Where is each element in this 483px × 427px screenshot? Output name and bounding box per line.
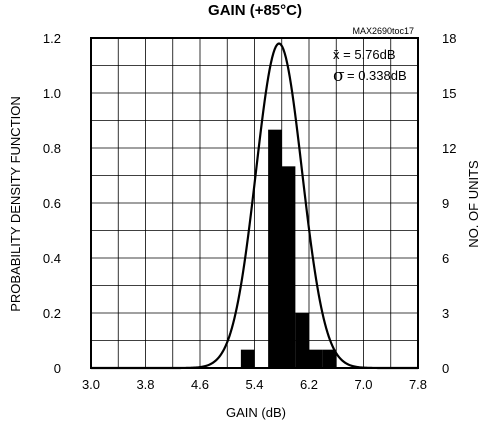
histogram-bar bbox=[322, 349, 337, 368]
x-tick-label: 3.0 bbox=[82, 377, 100, 392]
histogram-bar bbox=[268, 129, 282, 368]
left-y-tick-label: 0.6 bbox=[43, 196, 61, 211]
left-y-tick-labels: 0 0.2 0.4 0.6 0.8 1.0 1.2 bbox=[43, 31, 61, 376]
right-y-tick-label: 12 bbox=[442, 141, 456, 156]
mean-stat: x̄ = 5.76dB bbox=[333, 47, 396, 62]
left-y-tick-label: 0.4 bbox=[43, 251, 61, 266]
histogram-bars bbox=[240, 129, 337, 368]
figure-id: MAX2690toc17 bbox=[352, 26, 414, 36]
right-y-tick-label: 6 bbox=[442, 251, 449, 266]
histogram-bar bbox=[240, 349, 255, 368]
histogram-bar bbox=[295, 313, 309, 368]
left-y-tick-label: 0.8 bbox=[43, 141, 61, 156]
left-y-tick-label: 1.2 bbox=[43, 31, 61, 46]
left-y-tick-label: 0 bbox=[54, 361, 61, 376]
x-tick-label: 5.4 bbox=[245, 377, 263, 392]
left-y-axis-label: PROBABILITY DENSITY FUNCTION bbox=[8, 96, 23, 312]
histogram-bar bbox=[281, 166, 296, 368]
plot-frame bbox=[90, 37, 419, 369]
sigma-symbol: σ bbox=[333, 66, 345, 86]
x-tick-label: 3.8 bbox=[136, 377, 154, 392]
right-y-tick-label: 3 bbox=[442, 306, 449, 321]
left-y-tick-label: 1.0 bbox=[43, 86, 61, 101]
right-y-tick-label: 15 bbox=[442, 86, 456, 101]
x-tick-label: 4.6 bbox=[191, 377, 209, 392]
right-y-tick-labels: 0 3 6 9 12 15 18 bbox=[442, 31, 456, 376]
x-tick-labels: 3.0 3.8 4.6 5.4 6.2 7.0 7.8 bbox=[82, 377, 427, 392]
x-axis-label: GAIN (dB) bbox=[226, 405, 286, 420]
grid bbox=[91, 38, 418, 368]
x-tick-label: 7.8 bbox=[409, 377, 427, 392]
right-y-tick-label: 0 bbox=[442, 361, 449, 376]
histogram-bar bbox=[309, 349, 323, 368]
x-tick-label: 7.0 bbox=[354, 377, 372, 392]
right-y-tick-label: 18 bbox=[442, 31, 456, 46]
right-y-axis-label: NO. OF UNITS bbox=[466, 160, 481, 248]
stats-box: x̄ = 5.76dB σ = 0.338dB bbox=[333, 47, 407, 86]
sigma-stat: = 0.338dB bbox=[347, 68, 407, 83]
left-y-tick-label: 0.2 bbox=[43, 306, 61, 321]
chart-title: GAIN (+85°C) bbox=[208, 2, 302, 19]
right-y-tick-label: 9 bbox=[442, 196, 449, 211]
x-tick-label: 6.2 bbox=[300, 377, 318, 392]
